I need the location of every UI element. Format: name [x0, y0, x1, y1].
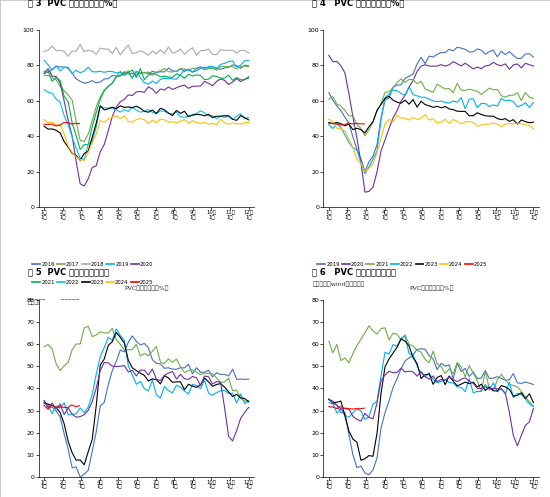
- Text: 图 4   PVC 华东下游开工（%）: 图 4 PVC 华东下游开工（%）: [312, 0, 405, 7]
- Legend: 2019, 2020, 2021, 2022, 2023, 2024, 2025: 2019, 2020, 2021, 2022, 2023, 2024, 2025: [315, 259, 489, 269]
- Text: 图 5  PVC 管材开工边际走弱: 图 5 PVC 管材开工边际走弱: [28, 268, 109, 277]
- Text: 图 6   PVC 型材开工边际走弱: 图 6 PVC 型材开工边际走弱: [312, 268, 397, 277]
- Text: PVC型材开工率（%）: PVC型材开工率（%）: [409, 285, 453, 291]
- Text: PVC管材开工率（%）: PVC管材开工率（%）: [124, 285, 169, 291]
- Legend: 2021, 2022, 2023, 2024, 2025: 2021, 2022, 2023, 2024, 2025: [30, 277, 155, 287]
- Text: 资料来源：wind，正信期货: 资料来源：wind，正信期货: [28, 300, 80, 305]
- Text: 图 3  PVC 华南下游开工（%）: 图 3 PVC 华南下游开工（%）: [28, 0, 117, 7]
- Text: 资料来源：wind，正信期货: 资料来源：wind，正信期货: [312, 282, 365, 287]
